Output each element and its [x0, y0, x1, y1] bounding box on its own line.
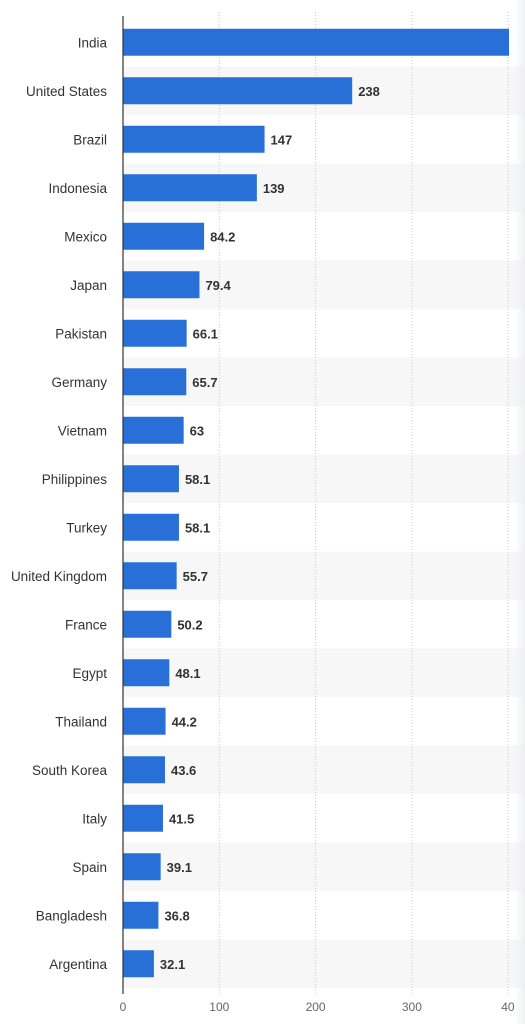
category-label: Vietnam: [58, 423, 107, 438]
category-label: United States: [26, 84, 107, 99]
category-label: Philippines: [42, 472, 108, 487]
x-tick-label: 40: [501, 1000, 515, 1014]
value-label: 63: [190, 423, 204, 438]
value-label: 79.4: [205, 278, 231, 293]
bar: [123, 319, 187, 347]
row-stripe: [123, 454, 525, 503]
value-label: 48.1: [175, 666, 200, 681]
bar: [123, 659, 170, 687]
x-tick-label: 100: [209, 1000, 229, 1014]
bar: [123, 756, 165, 784]
row-stripe: [123, 551, 525, 600]
category-label: Indonesia: [48, 181, 107, 196]
value-label: 32.1: [160, 957, 185, 972]
bar: [123, 271, 200, 299]
x-tick-label: 0: [120, 1000, 127, 1014]
category-label: Argentina: [49, 957, 107, 972]
row-stripe: [123, 648, 525, 697]
category-label: India: [78, 35, 108, 50]
bar: [123, 901, 159, 929]
bar: [123, 853, 161, 881]
category-label: Mexico: [64, 229, 107, 244]
value-label: 139: [263, 181, 285, 196]
row-stripe: [123, 939, 525, 988]
category-label: Germany: [51, 375, 107, 390]
bar: [123, 77, 353, 105]
bar: [123, 368, 187, 396]
bar: [123, 610, 172, 638]
category-label: Japan: [70, 278, 107, 293]
bar: [123, 174, 257, 202]
bar: [123, 707, 166, 735]
bar: [123, 513, 179, 541]
category-label: Turkey: [66, 520, 107, 535]
bar: [123, 222, 205, 250]
value-label: 36.8: [164, 908, 189, 923]
category-label: France: [65, 617, 107, 632]
x-tick-label: 300: [402, 1000, 422, 1014]
category-label: Bangladesh: [36, 908, 107, 923]
value-label: 66.1: [193, 326, 218, 341]
value-label: 238: [358, 84, 380, 99]
value-label: 58.1: [185, 472, 210, 487]
row-stripe: [123, 745, 525, 794]
category-label: United Kingdom: [11, 569, 107, 584]
category-label: Brazil: [73, 132, 107, 147]
bar: [123, 804, 163, 832]
bar: [123, 416, 184, 444]
category-label: Thailand: [55, 714, 107, 729]
value-label: 50.2: [177, 617, 202, 632]
value-label: 41.5: [169, 811, 194, 826]
value-label: 55.7: [183, 569, 208, 584]
value-label: 44.2: [172, 714, 197, 729]
value-label: 65.7: [192, 375, 217, 390]
bar: [123, 950, 154, 978]
value-label: 39.1: [167, 860, 192, 875]
category-label: Pakistan: [55, 326, 107, 341]
category-label: Egypt: [72, 666, 107, 681]
bar: [123, 28, 509, 56]
scroll-edge-shadow: [515, 0, 525, 1024]
row-stripe: [123, 357, 525, 406]
row-stripe: [123, 842, 525, 891]
category-label: Spain: [72, 860, 107, 875]
bar: [123, 465, 179, 493]
category-label: South Korea: [32, 763, 108, 778]
value-label: 43.6: [171, 763, 196, 778]
x-tick-label: 200: [306, 1000, 326, 1014]
value-label: 84.2: [210, 229, 235, 244]
value-label: 147: [271, 132, 293, 147]
value-label: 58.1: [185, 520, 210, 535]
bar: [123, 562, 177, 590]
bar: [123, 125, 265, 153]
category-label: Italy: [82, 811, 107, 826]
